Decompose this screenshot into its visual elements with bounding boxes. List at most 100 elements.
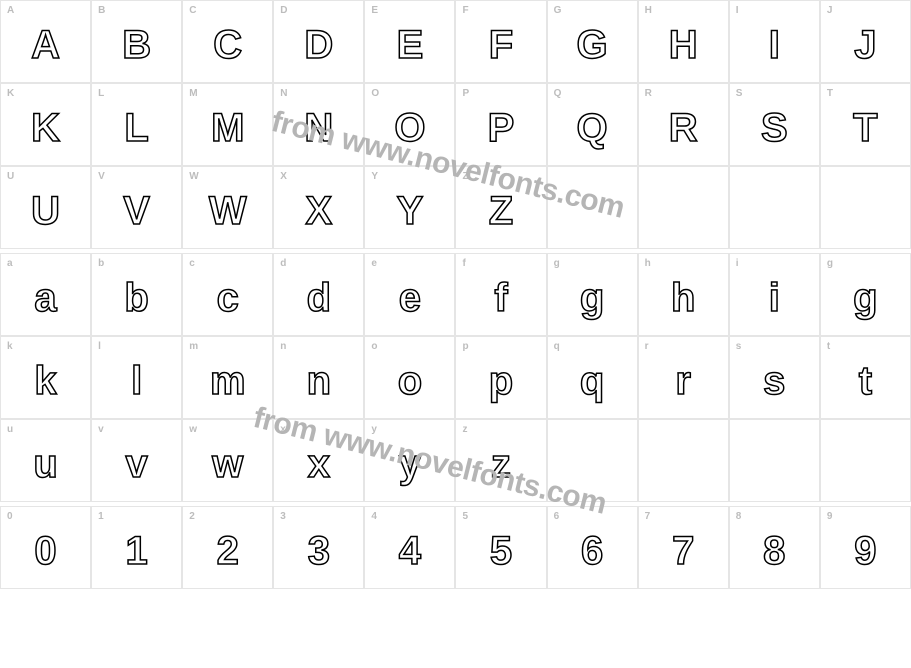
char-glyph: x (308, 442, 330, 487)
char-glyph: v (126, 442, 148, 487)
char-cell: 44 (364, 506, 455, 589)
char-cell-label: d (280, 258, 286, 269)
char-cell-label: S (736, 88, 743, 99)
char-cell-label: B (98, 5, 105, 16)
char-glyph: b (124, 276, 148, 321)
char-cell: xx (273, 419, 364, 502)
char-cell: 11 (91, 506, 182, 589)
char-cell-label: r (645, 341, 649, 352)
char-cell: JJ (820, 0, 911, 83)
char-cell: UU (0, 166, 91, 249)
char-glyph: P (488, 106, 515, 151)
char-glyph: z (491, 442, 511, 487)
char-cell: HH (638, 0, 729, 83)
char-glyph: O (394, 106, 425, 151)
char-cell: hh (638, 253, 729, 336)
char-cell-label: I (736, 5, 739, 16)
char-cell-label: t (827, 341, 830, 352)
char-cell: FF (455, 0, 546, 83)
char-cell: 77 (638, 506, 729, 589)
char-cell: VV (91, 166, 182, 249)
char-glyph: U (31, 189, 60, 234)
char-glyph: k (34, 359, 56, 404)
char-cell-label: b (98, 258, 104, 269)
char-cell-label: E (371, 5, 378, 16)
char-cell: 22 (182, 506, 273, 589)
char-cell: aa (0, 253, 91, 336)
char-cell (638, 419, 729, 502)
char-glyph: V (123, 189, 150, 234)
grid-row: aabbccddeeffgghhiigg (0, 253, 911, 336)
char-cell-label: g (827, 258, 833, 269)
char-cell: 55 (455, 506, 546, 589)
char-glyph: S (761, 106, 788, 151)
char-cell-label: a (7, 258, 13, 269)
char-cell-label: L (98, 88, 104, 99)
char-cell-label: x (280, 424, 286, 435)
char-glyph: Q (577, 106, 608, 151)
char-glyph: q (580, 359, 604, 404)
char-glyph: l (131, 359, 142, 404)
char-cell: OO (364, 83, 455, 166)
char-cell-label: R (645, 88, 652, 99)
font-character-grid: AABBCCDDEEFFGGHHIIJJKKLLMMNNOOPPQQRRSSTT… (0, 0, 911, 589)
char-cell-label: k (7, 341, 13, 352)
char-glyph: d (307, 276, 331, 321)
char-glyph: u (33, 442, 57, 487)
char-cell: ii (729, 253, 820, 336)
char-cell: 33 (273, 506, 364, 589)
char-glyph: B (122, 23, 151, 68)
char-cell-label: 0 (7, 511, 13, 522)
char-cell: ww (182, 419, 273, 502)
char-cell: BB (91, 0, 182, 83)
char-glyph: J (854, 23, 876, 68)
char-cell: EE (364, 0, 455, 83)
grid-row: AABBCCDDEEFFGGHHIIJJ (0, 0, 911, 83)
char-cell: cc (182, 253, 273, 336)
char-glyph: C (213, 23, 242, 68)
grid-row: KKLLMMNNOOPPQQRRSSTT (0, 83, 911, 166)
char-glyph: F (489, 23, 513, 68)
char-cell-label: h (645, 258, 651, 269)
char-cell-label: Z (462, 171, 468, 182)
char-glyph: s (763, 359, 785, 404)
char-cell-label: W (189, 171, 198, 182)
char-cell: gg (547, 253, 638, 336)
char-cell-label: 4 (371, 511, 377, 522)
char-cell-label: o (371, 341, 377, 352)
char-cell-label: C (189, 5, 196, 16)
char-cell: vv (91, 419, 182, 502)
char-cell: NN (273, 83, 364, 166)
char-glyph: a (34, 276, 56, 321)
char-glyph: K (31, 106, 60, 151)
char-cell-label: p (462, 341, 468, 352)
char-cell: nn (273, 336, 364, 419)
char-glyph: f (494, 276, 507, 321)
grid-row: 00112233445566778899 (0, 506, 911, 589)
char-cell-label: y (371, 424, 377, 435)
char-cell: YY (364, 166, 455, 249)
char-cell-label: 9 (827, 511, 833, 522)
char-cell: ll (91, 336, 182, 419)
char-cell-label: c (189, 258, 195, 269)
char-glyph: 6 (581, 529, 603, 574)
char-glyph: W (209, 189, 247, 234)
char-cell-label: A (7, 5, 14, 16)
grid-row: kkllmmnnooppqqrrsstt (0, 336, 911, 419)
char-cell-label: X (280, 171, 287, 182)
char-cell: KK (0, 83, 91, 166)
char-cell (729, 419, 820, 502)
char-cell-label: O (371, 88, 379, 99)
char-glyph: 0 (34, 529, 56, 574)
char-cell-label: Q (554, 88, 562, 99)
char-glyph: 3 (308, 529, 330, 574)
char-glyph: 1 (126, 529, 148, 574)
char-cell-label: U (7, 171, 14, 182)
char-cell: yy (364, 419, 455, 502)
char-cell: ee (364, 253, 455, 336)
char-cell: AA (0, 0, 91, 83)
char-cell-label: M (189, 88, 197, 99)
char-glyph: 4 (399, 529, 421, 574)
char-cell: II (729, 0, 820, 83)
char-cell (547, 166, 638, 249)
